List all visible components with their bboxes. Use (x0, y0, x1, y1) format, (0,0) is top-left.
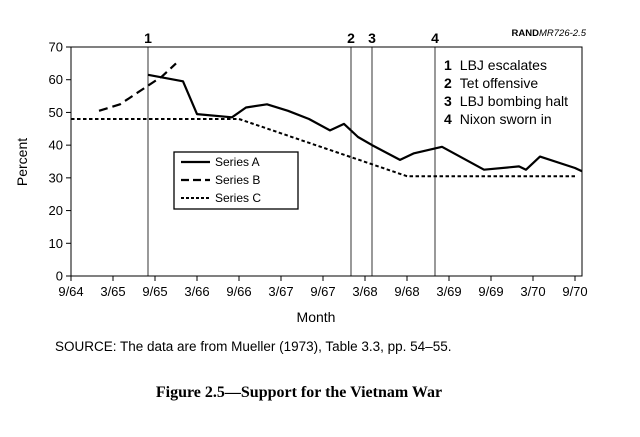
event-legend-2: 2 Tet offensive (444, 75, 538, 91)
series-line-series-b (98, 62, 177, 112)
source-note: SOURCE: The data are from Mueller (1973)… (55, 339, 451, 354)
y-tick-label: 20 (49, 203, 63, 218)
y-tick-label: 60 (49, 72, 63, 87)
y-tick-label: 30 (49, 170, 63, 185)
event-legend-4: 4 Nixon sworn in (444, 111, 552, 127)
event-marker-label: 3 (368, 30, 376, 46)
event-legend-number: 2 (444, 75, 452, 91)
event-legend-number: 1 (444, 57, 452, 73)
figure-caption: Figure 2.5—Support for the Vietnam War (156, 384, 442, 401)
legend-label-b: Series B (215, 173, 260, 187)
x-tick-label: 9/64 (58, 284, 83, 299)
event-legend-label: LBJ escalates (460, 57, 547, 73)
event-marker-label: 1 (144, 30, 152, 46)
x-tick-label: 3/66 (184, 284, 209, 299)
x-axis-title: Month (297, 309, 336, 325)
x-tick-label: 9/69 (478, 284, 503, 299)
x-tick-label: 3/67 (268, 284, 293, 299)
event-legend-label: LBJ bombing halt (460, 93, 568, 109)
event-legend-label: Nixon sworn in (460, 111, 552, 127)
plot-frame (70, 46, 583, 277)
y-tick-label: 0 (56, 269, 63, 284)
event-legend-number: 3 (444, 93, 452, 109)
x-tick-label: 9/66 (226, 284, 251, 299)
x-tick-label: 3/68 (352, 284, 377, 299)
x-tick-label: 9/65 (142, 284, 167, 299)
x-tick-label: 9/68 (394, 284, 419, 299)
event-marker-label: 4 (431, 30, 439, 46)
event-legend-label: Tet offensive (460, 75, 539, 91)
events-legend: 1 LBJ escalates 2 Tet offensive 3 LBJ bombi… (444, 57, 568, 127)
y-tick-label: 10 (49, 236, 63, 251)
x-tick-label: 9/70 (562, 284, 587, 299)
x-tick-label: 3/65 (100, 284, 125, 299)
y-axis-title: Percent (14, 138, 30, 186)
series-lines (71, 62, 583, 178)
y-tick-label: 70 (49, 40, 63, 55)
event-marker-label: 2 (347, 30, 355, 46)
y-tick-label: 50 (49, 105, 63, 120)
axis-ticks: 0 10 20 30 40 50 60 70 9/64 3/65 9/65 3/66 9/66 3/67 9… (49, 40, 588, 300)
event-legend-number: 4 (444, 111, 452, 127)
legend-label-a: Series A (215, 155, 260, 169)
event-legend-1: 1 LBJ escalates (444, 57, 547, 73)
x-tick-label: 9/67 (310, 284, 335, 299)
series-legend: Series A Series B Series C (173, 151, 299, 210)
figure-id-prefix: RAND (512, 28, 540, 39)
legend-label-c: Series C (215, 191, 261, 205)
figure-id: RANDMR726-2.5 (512, 28, 587, 39)
event-legend-3: 3 LBJ bombing halt (444, 93, 568, 109)
figure-id-number: MR726-2.5 (539, 28, 587, 39)
x-tick-label: 3/70 (520, 284, 545, 299)
x-tick-label: 3/69 (436, 284, 461, 299)
series-line-series-a (147, 73, 583, 173)
y-tick-label: 40 (49, 138, 63, 153)
series-line-series-c (71, 118, 575, 178)
